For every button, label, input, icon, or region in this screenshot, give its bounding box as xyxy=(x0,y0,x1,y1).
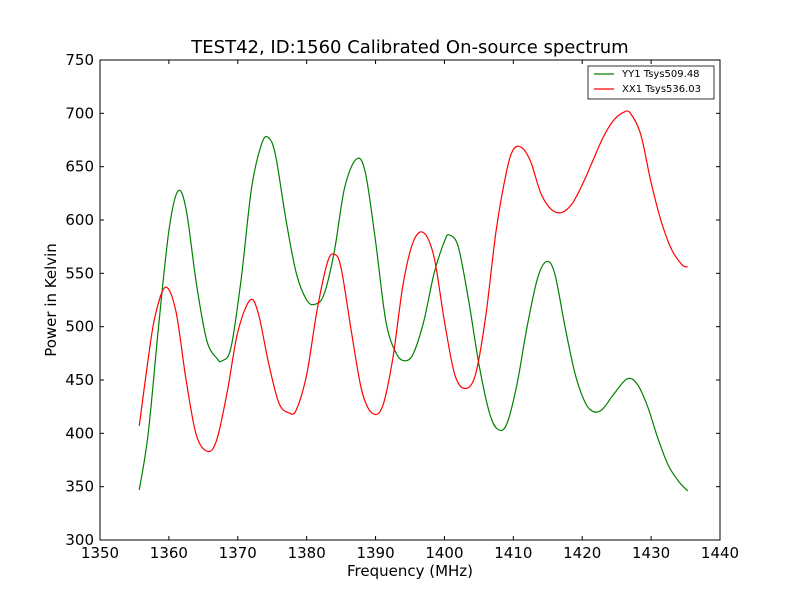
legend-label-xx1: XX1 Tsys536.03 xyxy=(622,84,701,95)
y-tick-label: 750 xyxy=(65,51,94,69)
y-tick-label: 300 xyxy=(65,531,94,549)
y-tick-label: 700 xyxy=(65,104,94,122)
series-line-yy1 xyxy=(138,135,689,492)
x-tick-label: 1400 xyxy=(425,544,463,562)
plot-frame xyxy=(99,59,721,541)
x-tick-label: 1420 xyxy=(563,544,601,562)
x-tick-label: 1360 xyxy=(150,544,188,562)
series-line-xx1 xyxy=(138,110,688,453)
x-tick-label: 1440 xyxy=(701,544,739,562)
y-tick-label: 600 xyxy=(65,211,94,229)
legend-box xyxy=(587,65,715,100)
series-layer xyxy=(138,110,689,492)
y-tick-label: 400 xyxy=(65,424,94,442)
y-tick-label: 550 xyxy=(65,264,94,282)
x-tick-label: 1350 xyxy=(81,544,119,562)
y-tick-label: 650 xyxy=(65,158,94,176)
y-tick-label: 450 xyxy=(65,371,94,389)
legend: YY1 Tsys509.48 XX1 Tsys536.03 xyxy=(587,65,715,100)
x-tick-label: 1390 xyxy=(356,544,394,562)
y-axis-label: Power in Kelvin xyxy=(42,243,60,357)
x-tick-label: 1370 xyxy=(219,544,257,562)
legend-label-yy1: YY1 Tsys509.48 xyxy=(621,69,700,80)
x-tick-label: 1430 xyxy=(632,544,670,562)
x-axis-label: Frequency (MHz) xyxy=(347,562,473,580)
y-axis: 300 350 400 450 500 550 600 650 700 750 xyxy=(65,51,720,549)
y-tick-label: 500 xyxy=(65,318,94,336)
x-axis: 1350 1360 1370 1380 1390 1400 1410 1420 1430 1440 xyxy=(81,60,739,562)
chart-title: TEST42, ID:1560 Calibrated On-source spe… xyxy=(190,37,628,58)
y-tick-label: 350 xyxy=(65,478,94,496)
x-tick-label: 1380 xyxy=(288,544,326,562)
x-tick-label: 1410 xyxy=(494,544,532,562)
